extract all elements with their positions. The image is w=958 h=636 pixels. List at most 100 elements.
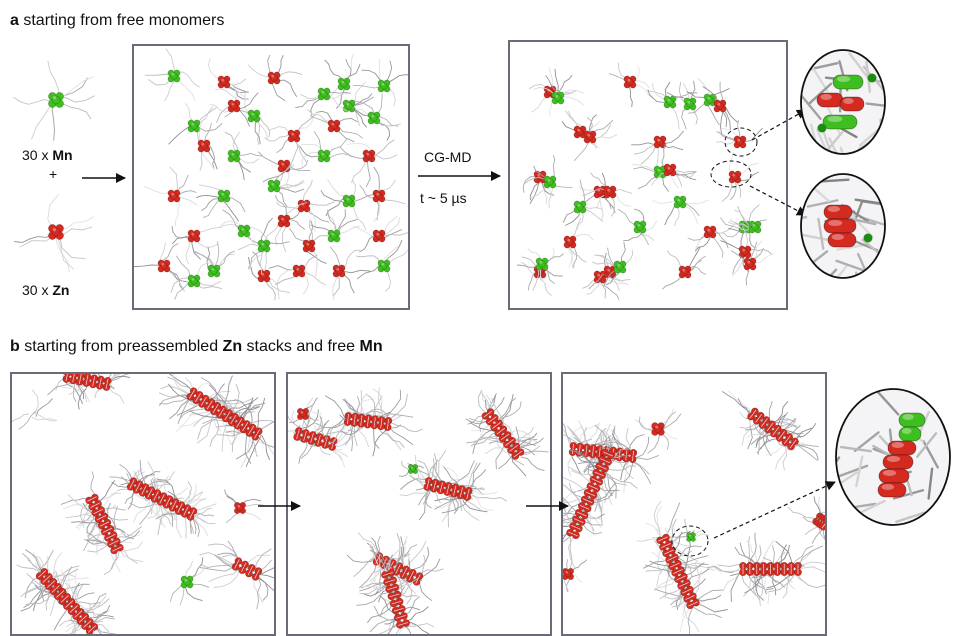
zn-stack	[60, 471, 145, 575]
selection-ellipse	[724, 127, 758, 157]
zn-stack	[563, 433, 638, 573]
mn-monomer	[351, 93, 401, 141]
zn-stack	[47, 374, 131, 410]
mn-monomer	[295, 87, 351, 117]
zn-monomer	[207, 57, 249, 100]
mn-monomer	[652, 195, 709, 227]
section-a-heading: a starting from free monomers	[10, 12, 224, 30]
zoom-inset-icon	[800, 49, 886, 155]
mn-monomer	[237, 217, 290, 275]
mn-count-label: 30 x Mn	[22, 147, 73, 163]
zn-monomer	[651, 163, 697, 187]
mn-monomer	[299, 131, 353, 166]
mn-monomer	[524, 155, 573, 209]
zn-monomer	[721, 151, 760, 203]
zn-monomer	[563, 217, 594, 269]
mn-monomer	[686, 77, 730, 126]
zn-monomer	[264, 113, 317, 163]
panel-b-3	[561, 372, 827, 636]
mn-monomer	[169, 557, 210, 606]
mn-monomer	[517, 248, 564, 291]
mn-monomer	[353, 58, 408, 107]
zn-stack	[16, 549, 118, 634]
zn-stack	[158, 374, 274, 468]
panel-a-final	[508, 40, 788, 310]
zn-stack	[721, 390, 819, 471]
zn-monomer	[702, 81, 739, 136]
section-b-letter: b	[10, 338, 20, 355]
panel-a-initial	[132, 44, 410, 310]
mn-monomer	[533, 68, 585, 106]
zn-stack	[356, 543, 435, 634]
zn-monomer	[248, 247, 290, 301]
zn-monomer	[661, 246, 707, 290]
molecule-cluster-icon	[288, 387, 549, 634]
mn-monomer	[398, 460, 424, 487]
zn-monomer	[14, 194, 95, 273]
dashed-callout-arrow-icon	[751, 109, 807, 141]
zn-stack	[636, 500, 728, 634]
zn-monomer	[289, 397, 323, 423]
dashed-callout-arrow-icon	[713, 481, 836, 539]
plus-label: +	[49, 166, 58, 182]
time-label: t ~ 5 µs	[420, 190, 467, 206]
molecule-cluster-icon	[134, 48, 408, 301]
zn-monomer	[275, 179, 335, 232]
molecule-cluster-icon	[517, 62, 775, 300]
mn-monomer	[224, 131, 262, 180]
mn-monomer	[322, 53, 361, 109]
mn-monomer	[591, 241, 633, 287]
zn-monomer	[339, 139, 398, 188]
method-label: CG-MD	[424, 149, 472, 165]
zn-monomer	[171, 226, 222, 265]
section-a-title: starting from free monomers	[23, 12, 225, 29]
zn-monomer	[247, 54, 303, 102]
molecule-cluster-icon	[12, 374, 274, 634]
panel-b-1	[10, 372, 276, 636]
zoom-inset-icon	[835, 388, 951, 526]
zn-monomer	[329, 246, 371, 301]
section-b-mn: Mn	[359, 338, 383, 355]
zn-count-label: 30 x Zn	[22, 282, 70, 298]
zn-stack	[399, 450, 508, 528]
zn-monomer	[588, 254, 631, 291]
mn-monomer	[145, 48, 201, 102]
section-b-zn: Zn	[222, 338, 243, 355]
selection-ellipse	[710, 160, 752, 188]
zn-stack	[787, 496, 825, 544]
mn-monomer	[267, 163, 305, 208]
zn-monomer	[730, 240, 775, 286]
section-a-letter: a	[10, 12, 19, 29]
zn-monomer	[197, 118, 218, 171]
mn-monomer	[666, 80, 698, 130]
zn-monomer	[563, 559, 588, 593]
zn-monomer	[582, 172, 633, 217]
zn-monomer	[134, 242, 188, 292]
mn-monomer	[684, 518, 710, 557]
panel-b-2	[286, 372, 552, 636]
mn-monomer	[193, 241, 236, 278]
mn-monomer	[356, 239, 408, 292]
zn-monomer	[635, 408, 682, 454]
zn-monomer	[359, 166, 406, 223]
mn-name: Mn	[52, 147, 73, 163]
zn-monomer	[209, 81, 259, 127]
zn-monomer	[262, 195, 308, 253]
mn-monomer	[168, 103, 223, 152]
zn-monomer	[224, 489, 266, 523]
mn-monomer	[310, 209, 360, 243]
zn-stack	[199, 540, 274, 610]
zn-monomer	[609, 62, 654, 107]
section-b-heading: b starting from preassembled Zn stacks a…	[10, 338, 383, 355]
zn-stack	[315, 387, 423, 457]
selection-ellipse	[671, 525, 709, 557]
zn-stack	[465, 389, 549, 477]
zn-monomer	[573, 114, 618, 162]
zn-monomer	[631, 130, 684, 171]
mn-monomer	[617, 208, 658, 246]
zn-monomer	[716, 119, 763, 149]
molecule-cluster-icon	[563, 390, 825, 634]
zoom-inset-icon	[800, 173, 886, 279]
mn-monomer	[13, 60, 95, 141]
mn-monomer	[728, 204, 762, 234]
